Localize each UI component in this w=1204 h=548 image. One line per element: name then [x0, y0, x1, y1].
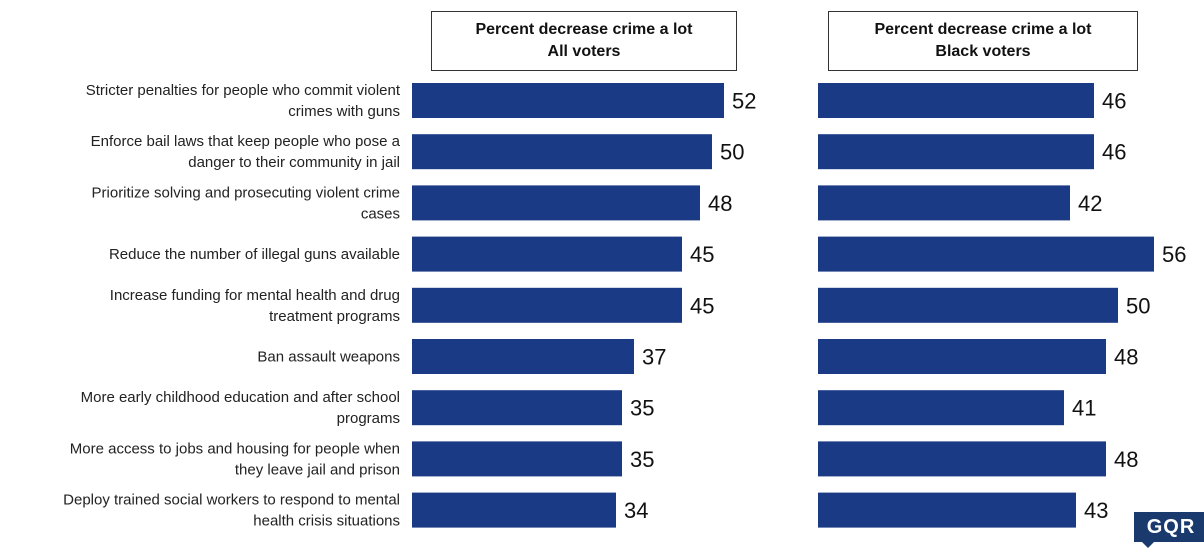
value-label-black-voters: 42 [1078, 191, 1102, 216]
bar-black-voters [818, 441, 1106, 477]
bar-all-voters [412, 492, 616, 528]
title-line-2: All voters [547, 43, 621, 60]
bar-black-voters [818, 185, 1070, 221]
bar-all-voters [412, 390, 622, 426]
category-label: Reduce the number of illegal guns availa… [109, 246, 400, 263]
title-line-1: Percent decrease crime a lot [874, 21, 1092, 38]
category-label: More access to jobs and housing for peop… [70, 440, 400, 478]
value-label-black-voters: 41 [1072, 396, 1096, 421]
value-label-black-voters: 48 [1114, 345, 1138, 370]
category-label: More early childhood education and after… [81, 389, 400, 427]
bar-all-voters [412, 441, 622, 477]
bar-all-voters [412, 236, 682, 272]
bar-black-voters [818, 492, 1076, 528]
gqr-logo: GQR [1134, 512, 1204, 548]
value-label-all-voters: 34 [624, 498, 648, 523]
title-line-1: Percent decrease crime a lot [475, 21, 693, 38]
bar-black-voters [818, 339, 1106, 374]
bar-black-voters [818, 83, 1094, 118]
value-label-all-voters: 35 [630, 447, 654, 472]
category-label: Ban assault weapons [257, 349, 400, 366]
bar-all-voters [412, 185, 700, 221]
panel-title-black-voters: Percent decrease crime a lot Black voter… [828, 11, 1138, 71]
bar-black-voters [818, 236, 1154, 272]
bar-all-voters [412, 134, 712, 170]
value-label-black-voters: 48 [1114, 447, 1138, 472]
value-label-black-voters: 46 [1102, 140, 1126, 165]
bar-black-voters [818, 134, 1094, 170]
value-label-all-voters: 50 [720, 140, 744, 165]
panel-title-all-voters: Percent decrease crime a lot All voters [431, 11, 737, 71]
category-label: Deploy trained social workers to respond… [63, 492, 400, 530]
value-label-black-voters: 43 [1084, 498, 1108, 523]
bar-black-voters [818, 390, 1064, 426]
bar-all-voters [412, 83, 724, 118]
value-label-all-voters: 48 [708, 191, 732, 216]
value-label-black-voters: 56 [1162, 242, 1186, 267]
category-label: Increase funding for mental health and d… [110, 287, 400, 325]
value-label-all-voters: 52 [732, 89, 756, 114]
value-label-all-voters: 45 [690, 242, 714, 267]
value-label-black-voters: 46 [1102, 89, 1126, 114]
category-label: Enforce bail laws that keep people who p… [91, 133, 401, 171]
value-label-all-voters: 35 [630, 396, 654, 421]
bar-all-voters [412, 339, 634, 374]
value-label-black-voters: 50 [1126, 293, 1150, 318]
value-label-all-voters: 37 [642, 345, 666, 370]
category-label: Prioritize solving and prosecuting viole… [92, 184, 400, 222]
value-label-all-voters: 45 [690, 293, 714, 318]
bar-black-voters [818, 287, 1118, 323]
title-line-2: Black voters [935, 43, 1031, 60]
bar-all-voters [412, 287, 682, 323]
category-label: Stricter penalties for people who commit… [86, 82, 401, 120]
